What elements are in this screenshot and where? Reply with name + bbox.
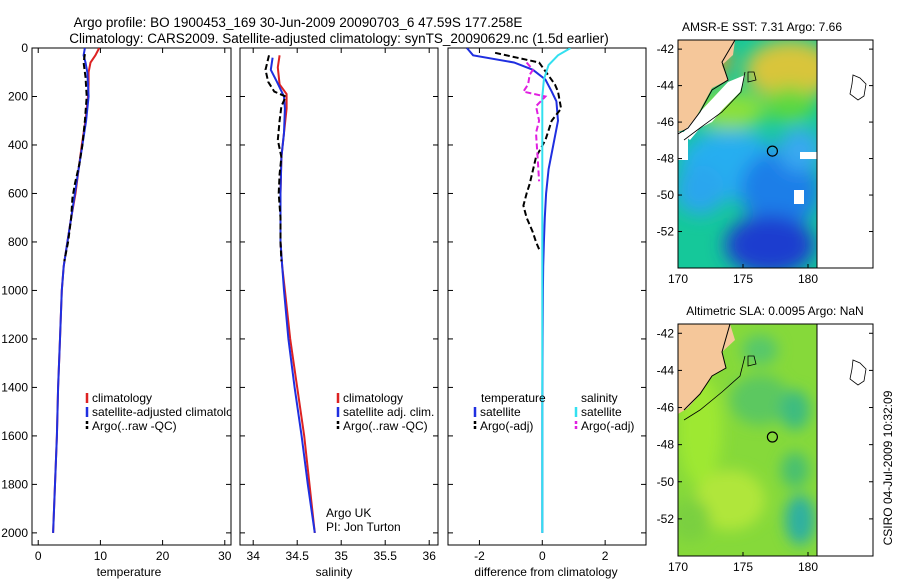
map-y-tick-label: -42 xyxy=(657,326,675,340)
map-y-tick-label: -46 xyxy=(657,401,675,415)
sla-map-title: Altimetric SLA: 0.0095 Argo: NaN xyxy=(686,304,863,318)
pi-label: PI: Jon Turton xyxy=(326,520,401,534)
y-tick-label: 1400 xyxy=(1,380,28,394)
x-tick-label: 2 xyxy=(602,549,609,563)
y-tick-label: 1600 xyxy=(1,429,28,443)
map-y-tick-label: -48 xyxy=(657,438,675,452)
x-tick-label: 34 xyxy=(247,549,261,563)
map-y-tick-label: -46 xyxy=(657,115,675,129)
title-line-2: Climatology: CARS2009. Satellite-adjuste… xyxy=(69,31,609,46)
temperature-xlabel: temperature xyxy=(97,565,162,579)
salinity-xlabel: salinity xyxy=(316,565,353,579)
y-tick-label: 2000 xyxy=(1,526,28,540)
x-tick-label: -2 xyxy=(474,549,485,563)
legend-label: satellite xyxy=(581,405,622,419)
legend-title-salinity: salinity xyxy=(581,391,618,405)
map-x-tick-label: 170 xyxy=(668,560,688,574)
sla-field xyxy=(678,324,817,556)
sst-argo-position-marker xyxy=(766,145,779,157)
legend-title-temperature: temperature xyxy=(481,391,546,405)
difference-plot-frame xyxy=(447,47,647,546)
legend-label: satellite-adjusted climatology xyxy=(92,405,245,419)
map-y-tick-label: -52 xyxy=(657,512,675,526)
legend-label: climatology xyxy=(343,391,403,405)
x-tick-label: 10 xyxy=(94,549,108,563)
series-line-argo-raw-qc- xyxy=(63,53,88,262)
credit-timestamp: CSIRO 04-Jul-2009 10:32:09 xyxy=(881,390,895,545)
y-tick-label: 800 xyxy=(8,235,28,249)
series-line-temperature-argo-adj- xyxy=(494,51,563,250)
series-line-satellite-adjusted-climatology xyxy=(52,48,90,533)
map-y-tick-label: -48 xyxy=(657,152,675,166)
x-tick-label: 0 xyxy=(35,549,42,563)
legend-label: Argo(..raw -QC) xyxy=(92,419,177,433)
legend-label: Argo(-adj) xyxy=(480,419,533,433)
y-tick-label: 400 xyxy=(8,138,28,152)
x-tick-label: 35 xyxy=(335,549,349,563)
sst-field xyxy=(678,40,817,268)
y-tick-label: 1000 xyxy=(1,283,28,297)
y-tick-label: 1800 xyxy=(1,477,28,491)
salinity-panel: 34 34.5 35 35.5 36 salinity climatologysatel… xyxy=(239,47,439,579)
x-tick-label: 35.5 xyxy=(374,549,398,563)
temperature-plot-frame xyxy=(31,47,232,546)
legend-label: Argo(-adj) xyxy=(581,419,634,433)
y-tick-label: 600 xyxy=(8,186,28,200)
series-line-salinity-argo-adj- xyxy=(521,61,548,182)
sla-argo-position-marker xyxy=(766,431,779,443)
x-tick-label: 36 xyxy=(423,549,437,563)
map-x-tick-label: 170 xyxy=(668,272,688,286)
x-tick-label: 20 xyxy=(156,549,170,563)
sla-map-panel: Altimetric SLA: 0.0095 Argo: NaN 170 175 1… xyxy=(657,304,874,574)
map-y-tick-label: -52 xyxy=(657,225,675,239)
legend-label: Argo(..raw -QC) xyxy=(343,419,428,433)
map-x-tick-label: 175 xyxy=(733,272,753,286)
y-tick-label: 200 xyxy=(8,89,28,103)
map-y-tick-label: -44 xyxy=(657,363,675,377)
difference-xlabel: difference from climatology xyxy=(474,565,617,579)
map-y-tick-label: -44 xyxy=(657,79,675,93)
sst-map-panel: AMSR-E SST: 7.31 Argo: 7.66 xyxy=(657,20,874,286)
argo-uk-label: Argo UK xyxy=(326,506,371,520)
x-tick-label: 34.5 xyxy=(286,549,310,563)
sst-map-title: AMSR-E SST: 7.31 Argo: 7.66 xyxy=(682,20,842,34)
y-tick-label: 1200 xyxy=(1,332,28,346)
map-x-tick-label: 180 xyxy=(798,560,818,574)
map-y-tick-label: -50 xyxy=(657,475,675,489)
map-x-tick-label: 175 xyxy=(733,560,753,574)
legend-label: climatology xyxy=(92,391,152,405)
difference-panel: -2 0 2 difference from climatology tempera… xyxy=(447,47,647,579)
series-line-argo-raw-qc- xyxy=(264,55,288,262)
legend-label: satellite adj. clim. xyxy=(343,405,434,419)
title-line-1: Argo profile: BO 1900453_169 30-Jun-2009… xyxy=(74,15,523,30)
x-tick-label: 0 xyxy=(539,549,546,563)
temperature-panel: 0 10 20 30 0 200 400 600 800 1000 1200 1400 1600 1800… xyxy=(1,41,245,579)
x-tick-label: 30 xyxy=(218,549,232,563)
salinity-plot-frame xyxy=(239,47,439,546)
difference-legend: temperature salinitysatelliteArgo(-adj)sa… xyxy=(473,391,634,433)
map-y-tick-label: -50 xyxy=(657,188,675,202)
map-y-tick-label: -42 xyxy=(657,42,675,56)
series-line-salinity-satellite xyxy=(541,48,572,533)
legend-label: satellite xyxy=(480,405,521,419)
map-x-tick-label: 180 xyxy=(798,272,818,286)
y-tick-label: 0 xyxy=(21,41,28,55)
